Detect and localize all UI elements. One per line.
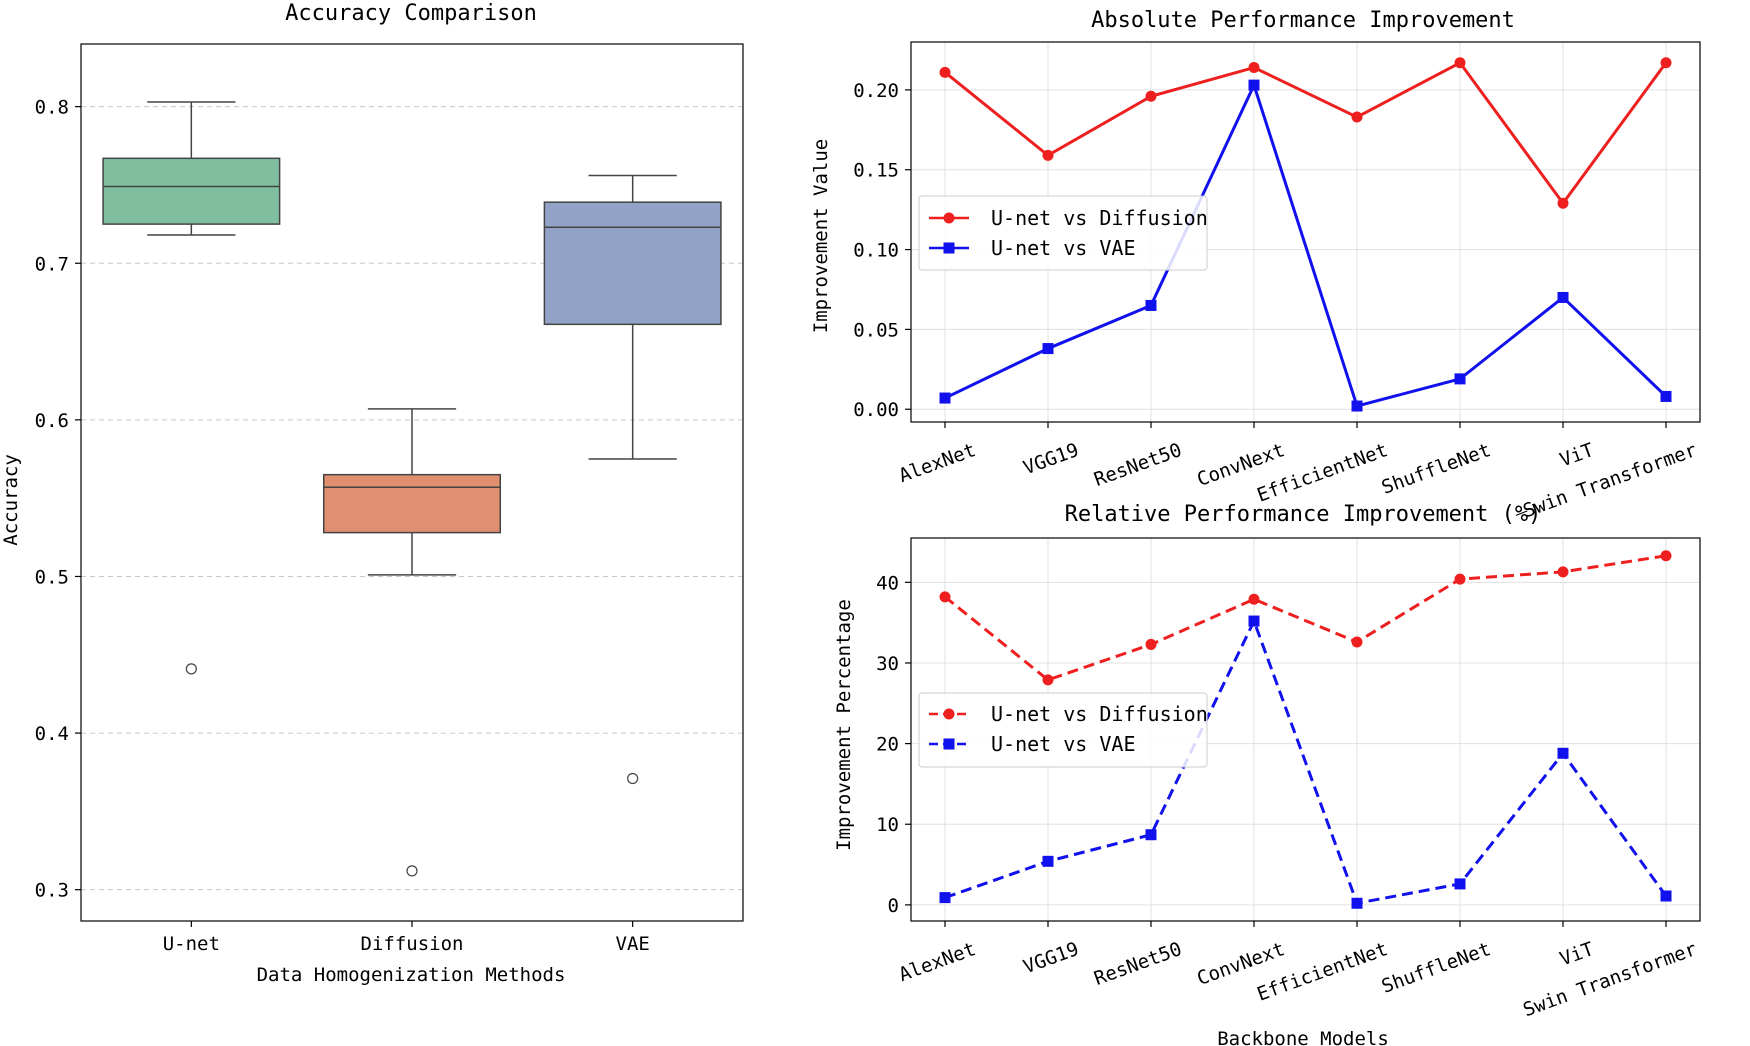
boxplot-x-label: Data Homogenization Methods: [257, 964, 566, 986]
absolute-improvement-panel: Absolute Performance Improvement Improve…: [810, 8, 1701, 522]
relative-point-u-net-vs-vae: [1248, 615, 1260, 627]
relative-x-tick-label: Swin Transformer: [1520, 938, 1700, 1021]
relative-legend-vae-label: U-net vs VAE: [991, 732, 1136, 756]
relative-x-tick-label: ShuffleNet: [1379, 938, 1494, 998]
absolute-x-tick-label: VGG19: [1020, 439, 1081, 479]
absolute-legend-vae-label: U-net vs VAE: [991, 236, 1136, 260]
absolute-x-tick-label: ShuffleNet: [1379, 439, 1494, 499]
absolute-y-tick-label: 0.15: [853, 160, 899, 182]
relative-point-u-net-vs-vae: [1454, 878, 1466, 890]
relative-legend-vae-marker: [943, 738, 955, 750]
boxplot-y-tick-label: 0.4: [35, 723, 69, 745]
boxplot-title: Accuracy Comparison: [285, 1, 537, 26]
absolute-point-u-net-vs-vae: [1248, 79, 1260, 91]
absolute-point-u-net-vs-diffusion: [1042, 149, 1054, 161]
absolute-title: Absolute Performance Improvement: [1091, 8, 1515, 33]
absolute-legend-diffusion-label: U-net vs Diffusion: [991, 206, 1208, 230]
relative-improvement-panel: Relative Performance Improvement (%) Bac…: [833, 502, 1701, 1046]
relative-point-u-net-vs-diffusion: [1145, 638, 1157, 650]
absolute-point-u-net-vs-vae: [1145, 299, 1157, 311]
relative-legend: U-net vs Diffusion U-net vs VAE: [918, 692, 1208, 768]
relative-x-tick-label: ResNet50: [1091, 938, 1185, 990]
absolute-point-u-net-vs-diffusion: [1145, 90, 1157, 102]
boxplot-x-tick-label: U-net: [163, 933, 220, 955]
absolute-legend: U-net vs Diffusion U-net vs VAE: [918, 195, 1208, 271]
box-outlier: [185, 663, 197, 675]
relative-title: Relative Performance Improvement (%): [1065, 502, 1542, 527]
relative-point-u-net-vs-diffusion: [1660, 550, 1672, 562]
absolute-x-tick-label: ResNet50: [1091, 439, 1185, 491]
boxplot-y-tick-label: 0.6: [35, 410, 69, 432]
box-outlier: [627, 772, 639, 785]
relative-point-u-net-vs-vae: [1660, 890, 1672, 902]
relative-point-u-net-vs-vae: [1042, 855, 1054, 867]
relative-legend-diffusion-label: U-net vs Diffusion: [991, 702, 1208, 726]
relative-point-u-net-vs-diffusion: [1454, 573, 1466, 585]
relative-y-tick-label: 40: [876, 572, 899, 594]
relative-point-u-net-vs-vae: [939, 892, 951, 904]
absolute-point-u-net-vs-diffusion: [1248, 62, 1260, 74]
relative-point-u-net-vs-diffusion: [1042, 674, 1054, 686]
relative-point-u-net-vs-vae: [1145, 829, 1157, 841]
absolute-legend-diffusion-marker: [943, 212, 955, 224]
absolute-y-tick-label: 0.20: [853, 80, 899, 102]
relative-x-label: Backbone Models: [1217, 1028, 1389, 1046]
absolute-point-u-net-vs-vae: [939, 392, 951, 404]
relative-point-u-net-vs-vae: [1351, 897, 1363, 909]
box-outlier: [406, 865, 418, 877]
absolute-point-u-net-vs-diffusion: [939, 66, 951, 78]
absolute-y-tick-label: 0.10: [853, 240, 899, 262]
relative-x-tick-label: VGG19: [1020, 938, 1081, 978]
relative-y-tick-label: 20: [876, 734, 899, 756]
relative-y-tick-label: 30: [876, 653, 899, 675]
box-diffusion: [322, 473, 502, 534]
relative-point-u-net-vs-diffusion: [1557, 566, 1569, 578]
box-u-net: [102, 157, 281, 225]
absolute-x-tick-label: Swin Transformer: [1520, 439, 1700, 522]
relative-y-label: Improvement Percentage: [833, 599, 855, 851]
boxplot-y-tick-label: 0.3: [35, 880, 69, 902]
absolute-point-u-net-vs-diffusion: [1660, 57, 1672, 69]
boxplot-x-tick-label: Diffusion: [361, 933, 464, 955]
relative-frame: [910, 537, 1701, 922]
absolute-point-u-net-vs-diffusion: [1557, 197, 1569, 209]
relative-point-u-net-vs-diffusion: [1248, 593, 1260, 605]
absolute-line-u-net-vs-diffusion: [944, 60, 1668, 206]
boxplot-panel: Accuracy Comparison Data Homogenization …: [0, 1, 744, 986]
absolute-point-u-net-vs-vae: [1454, 373, 1466, 385]
absolute-line-u-net-vs-vae: [944, 81, 1668, 408]
absolute-y-label: Improvement Value: [810, 139, 832, 333]
absolute-frame: [910, 41, 1701, 423]
absolute-y-tick-label: 0.00: [853, 399, 899, 421]
boxplot-y-tick-label: 0.5: [35, 566, 69, 588]
boxplot-frame: [80, 43, 744, 922]
relative-point-u-net-vs-vae: [1557, 747, 1569, 759]
absolute-point-u-net-vs-vae: [1557, 291, 1569, 303]
relative-line-u-net-vs-vae: [944, 617, 1668, 905]
boxplot-y-tick-label: 0.8: [35, 97, 69, 119]
box-vae: [543, 201, 722, 326]
absolute-point-u-net-vs-vae: [1660, 390, 1672, 402]
relative-line-u-net-vs-diffusion: [944, 554, 1667, 682]
boxplot-x-tick-label: VAE: [616, 933, 650, 955]
boxplot-y-label: Accuracy: [0, 454, 22, 546]
absolute-legend-vae-marker: [943, 242, 955, 254]
absolute-point-u-net-vs-vae: [1351, 400, 1363, 412]
absolute-x-tick-label: AlexNet: [896, 439, 979, 487]
relative-point-u-net-vs-diffusion: [939, 591, 951, 603]
relative-x-tick-label: AlexNet: [896, 938, 979, 986]
absolute-y-tick-label: 0.05: [853, 319, 899, 341]
relative-y-tick-label: 0: [888, 895, 899, 917]
boxplot-y-tick-label: 0.7: [35, 253, 69, 275]
relative-y-tick-label: 10: [876, 814, 899, 836]
absolute-point-u-net-vs-diffusion: [1454, 57, 1466, 69]
absolute-point-u-net-vs-diffusion: [1351, 111, 1363, 123]
relative-point-u-net-vs-diffusion: [1351, 636, 1363, 648]
relative-legend-diffusion-marker: [943, 708, 955, 720]
absolute-point-u-net-vs-vae: [1042, 343, 1054, 355]
absolute-x-tick-label: ViT: [1557, 439, 1597, 471]
relative-x-tick-label: ViT: [1557, 938, 1597, 970]
